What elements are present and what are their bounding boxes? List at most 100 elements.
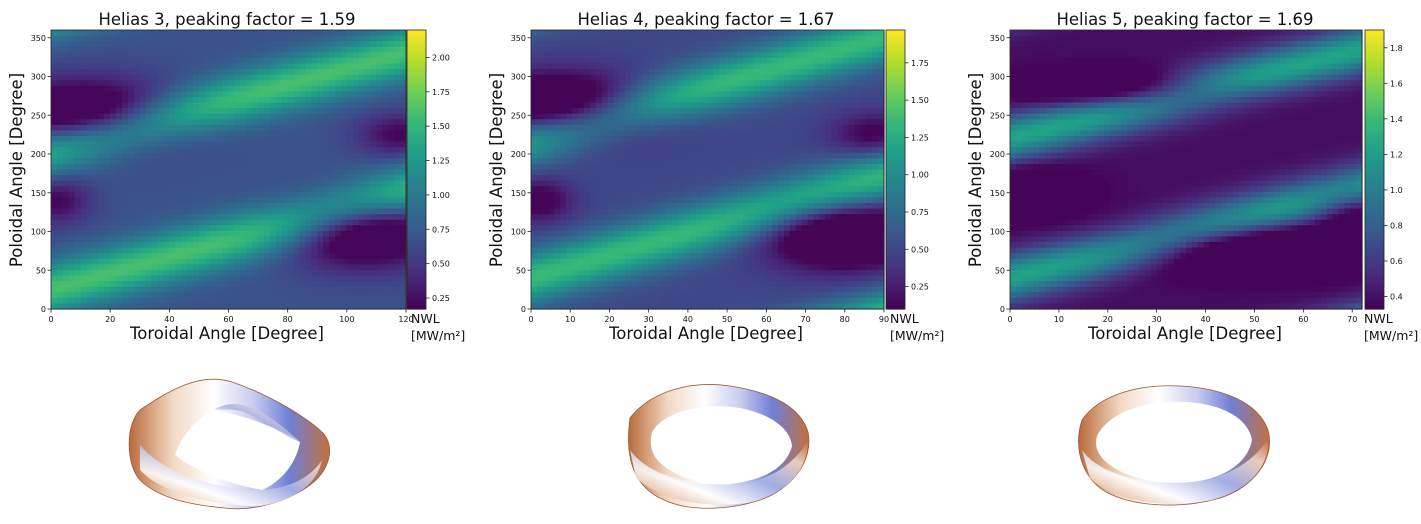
heatmap-cell xyxy=(86,303,94,310)
heatmap-cell xyxy=(305,158,312,165)
heatmap-cell xyxy=(340,202,348,210)
heatmap-cell xyxy=(127,102,135,109)
heatmap-cell xyxy=(98,275,105,282)
heatmap-cell xyxy=(163,52,170,59)
heatmap-cell xyxy=(258,208,265,215)
heatmap-cell xyxy=(789,30,797,37)
heatmap-cell xyxy=(62,147,70,154)
heatmap-cell xyxy=(388,141,395,148)
heatmap-cell xyxy=(346,219,354,226)
heatmap-cell xyxy=(264,35,271,42)
heatmap-cell xyxy=(842,30,850,37)
heatmap-cell xyxy=(317,264,324,271)
heatmap-cell xyxy=(139,108,147,115)
heatmap-cell xyxy=(323,152,330,159)
heatmap-cell xyxy=(258,113,265,120)
heatmap-cell xyxy=(258,225,265,232)
heatmap-cell xyxy=(51,292,58,299)
heatmap-cell xyxy=(748,186,756,193)
heatmap-cell xyxy=(795,80,803,87)
heatmap-cell xyxy=(382,91,389,98)
heatmap-cell xyxy=(287,158,295,165)
heatmap-cell xyxy=(370,191,378,198)
heatmap-cell xyxy=(181,163,188,171)
heatmap-cell xyxy=(736,63,744,70)
heatmap-cell xyxy=(175,102,182,109)
heatmap-cell xyxy=(323,119,330,126)
heatmap-cell xyxy=(240,35,247,42)
heatmap-cell xyxy=(878,52,885,59)
heatmap-cell xyxy=(127,163,135,171)
heatmap-cell xyxy=(169,108,176,115)
heatmap-cell xyxy=(252,186,259,193)
heatmap-cell xyxy=(831,130,838,137)
heatmap-cell xyxy=(122,180,129,187)
heatmap-cell xyxy=(370,247,378,254)
heatmap-cell xyxy=(789,186,797,193)
heatmap-cell xyxy=(311,297,318,305)
heatmap-cell xyxy=(370,108,378,115)
heatmap-cell xyxy=(560,197,567,204)
heatmap-cell xyxy=(719,63,726,70)
heatmap-cell xyxy=(80,69,88,76)
heatmap-cell xyxy=(689,147,697,154)
heatmap-cell xyxy=(187,247,194,254)
heatmap-cell xyxy=(151,236,159,243)
heatmap-cell xyxy=(589,85,597,92)
heatmap-cell xyxy=(683,113,691,120)
heatmap-cell xyxy=(74,102,82,109)
heatmap-cell xyxy=(317,52,324,59)
heatmap-cell xyxy=(340,258,348,265)
heatmap-cell xyxy=(299,186,307,193)
heatmap-cell xyxy=(287,113,295,120)
heatmap-cell xyxy=(689,130,697,137)
heatmap-cell xyxy=(340,186,348,193)
heatmap-cell xyxy=(264,85,271,92)
heatmap-cell xyxy=(583,158,591,165)
heatmap-cell xyxy=(281,30,289,37)
heatmap-cell xyxy=(281,158,289,165)
heatmap-cell xyxy=(731,96,738,104)
heatmap-cell xyxy=(707,41,714,48)
heatmap-cell xyxy=(210,96,218,104)
heatmap-cell xyxy=(789,152,797,159)
heatmap-cell xyxy=(275,80,283,87)
heatmap-cell xyxy=(825,80,832,87)
heatmap-cell xyxy=(583,191,591,198)
heatmap-cell xyxy=(619,147,626,154)
heatmap-cell xyxy=(607,74,614,81)
heatmap-cell xyxy=(578,108,585,115)
heatmap-cell xyxy=(725,74,732,81)
heatmap-cell xyxy=(198,85,206,92)
heatmap-cell xyxy=(742,113,750,120)
heatmap-cell xyxy=(228,158,236,165)
heatmap-cell xyxy=(654,46,662,53)
heatmap-cell xyxy=(719,169,726,176)
heatmap-cell xyxy=(578,175,585,182)
heatmap-cell xyxy=(589,41,597,48)
heatmap-cell xyxy=(86,163,94,171)
heatmap-cell xyxy=(860,113,867,120)
heatmap-cell xyxy=(672,141,679,148)
heatmap-cell xyxy=(228,163,236,171)
colorbar-segment xyxy=(407,197,426,202)
heatmap-cell xyxy=(725,119,732,126)
heatmap-cell xyxy=(701,35,709,42)
heatmap-cell xyxy=(281,41,289,48)
heatmap-cell xyxy=(317,108,324,115)
heatmap-cell xyxy=(187,91,194,98)
heatmap-cell xyxy=(601,119,609,126)
heatmap-cell xyxy=(619,136,626,143)
heatmap-cell xyxy=(836,169,844,176)
heatmap-cell xyxy=(98,208,105,215)
heatmap-cell xyxy=(719,147,726,154)
heatmap-cell xyxy=(80,236,88,243)
heatmap-cell xyxy=(601,175,609,182)
heatmap-cell xyxy=(222,269,230,277)
heatmap-cell xyxy=(228,303,236,310)
heatmap-cell xyxy=(258,236,265,243)
heatmap-cell xyxy=(595,191,603,198)
colorbar-segment xyxy=(407,234,426,239)
heatmap-cell xyxy=(228,191,236,198)
heatmap-cell xyxy=(110,292,117,299)
